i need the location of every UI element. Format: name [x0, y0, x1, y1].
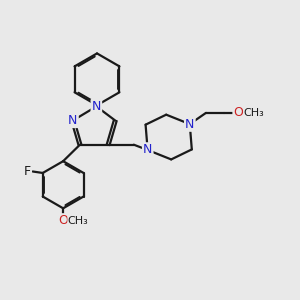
Text: N: N	[185, 118, 194, 130]
Text: N: N	[143, 143, 152, 157]
Text: N: N	[68, 114, 77, 127]
Text: N: N	[92, 100, 101, 113]
Text: CH₃: CH₃	[68, 216, 88, 226]
Text: O: O	[233, 106, 243, 119]
Text: F: F	[24, 165, 31, 178]
Text: N: N	[68, 114, 77, 127]
Text: N: N	[92, 100, 101, 113]
Text: CH₃: CH₃	[244, 108, 264, 118]
Text: N: N	[143, 143, 152, 157]
Text: O: O	[58, 214, 68, 227]
Text: N: N	[185, 118, 194, 130]
